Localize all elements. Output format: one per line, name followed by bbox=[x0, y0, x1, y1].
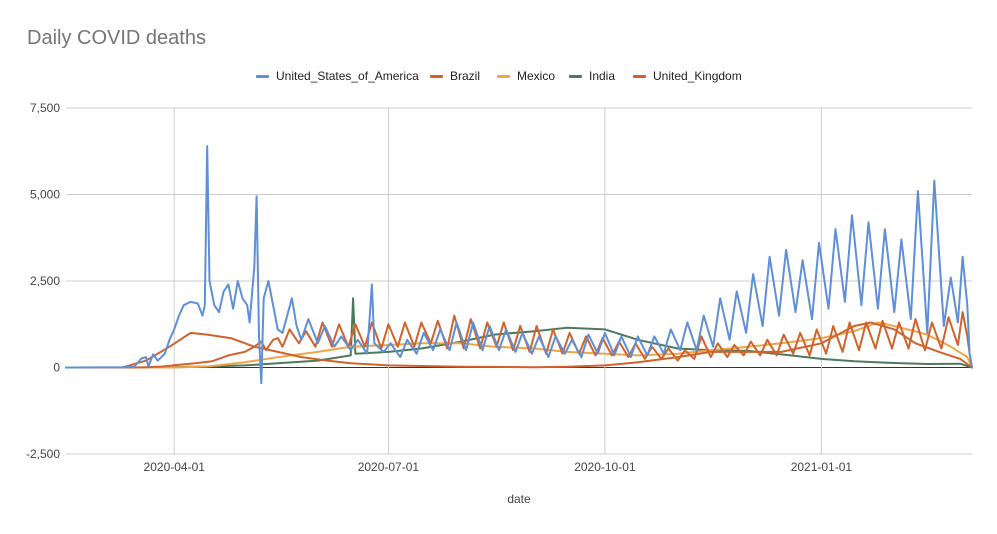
legend-swatch bbox=[633, 74, 646, 78]
y-tick-label: 0 bbox=[53, 361, 60, 375]
series-line-united-states-of-america bbox=[65, 145, 973, 385]
x-tick-label: 2020-10-01 bbox=[574, 460, 636, 474]
legend-item[interactable]: Mexico bbox=[497, 68, 555, 84]
legend-label: United_States_of_America bbox=[276, 69, 419, 83]
legend-item[interactable]: United_Kingdom bbox=[633, 68, 742, 84]
x-axis-title: date bbox=[507, 492, 531, 506]
legend-swatch bbox=[497, 74, 510, 78]
chart-title: Daily COVID deaths bbox=[27, 27, 206, 49]
legend-swatch bbox=[256, 74, 269, 78]
legend-label: United_Kingdom bbox=[653, 69, 742, 83]
legend-label: India bbox=[589, 69, 616, 83]
series-line-united-kingdom bbox=[65, 321, 973, 369]
x-tick-label: 2021-01-01 bbox=[791, 460, 853, 474]
y-tick-label: -2,500 bbox=[26, 447, 60, 461]
legend: United_States_of_America Brazil Mexico I… bbox=[0, 68, 997, 86]
legend-item[interactable]: India bbox=[569, 68, 615, 84]
legend-label: Brazil bbox=[450, 69, 481, 83]
y-tick-label: 5,000 bbox=[30, 188, 60, 202]
x-tick-label: 2020-07-01 bbox=[358, 460, 420, 474]
y-tick-label: 7,500 bbox=[30, 101, 60, 115]
legend-label: Mexico bbox=[517, 69, 556, 83]
legend-item[interactable]: Brazil bbox=[430, 68, 480, 84]
legend-item[interactable]: United_States_of_America bbox=[256, 68, 419, 84]
legend-swatch bbox=[430, 74, 443, 78]
x-tick-label: 2020-04-01 bbox=[144, 460, 206, 474]
y-tick-label: 2,500 bbox=[30, 274, 60, 288]
legend-swatch bbox=[569, 74, 582, 78]
